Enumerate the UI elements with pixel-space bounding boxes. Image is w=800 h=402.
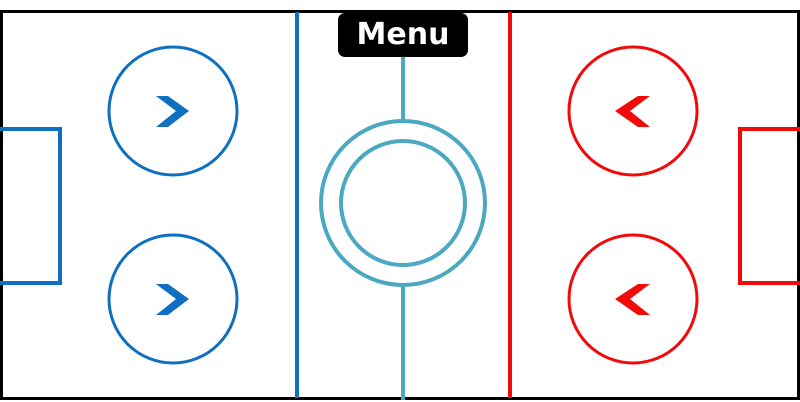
red-button-top[interactable] <box>567 45 699 177</box>
chevron-right-icon <box>156 96 189 127</box>
red-button-bottom[interactable] <box>567 233 699 365</box>
right-goal <box>738 127 800 285</box>
blue-button-top[interactable] <box>107 45 239 177</box>
center-circle-inner <box>339 139 467 267</box>
chevron-right-icon <box>156 284 189 315</box>
left-goal <box>0 127 62 285</box>
chevron-left-icon <box>615 96 650 127</box>
chevron-left-icon <box>615 284 650 315</box>
menu-button[interactable]: Menu <box>338 13 468 57</box>
menu-button-label: Menu <box>356 17 450 52</box>
field-border <box>0 10 800 400</box>
center-circle <box>319 119 487 287</box>
blue-button-bottom[interactable] <box>107 233 239 365</box>
center-circle-outer <box>319 119 487 287</box>
